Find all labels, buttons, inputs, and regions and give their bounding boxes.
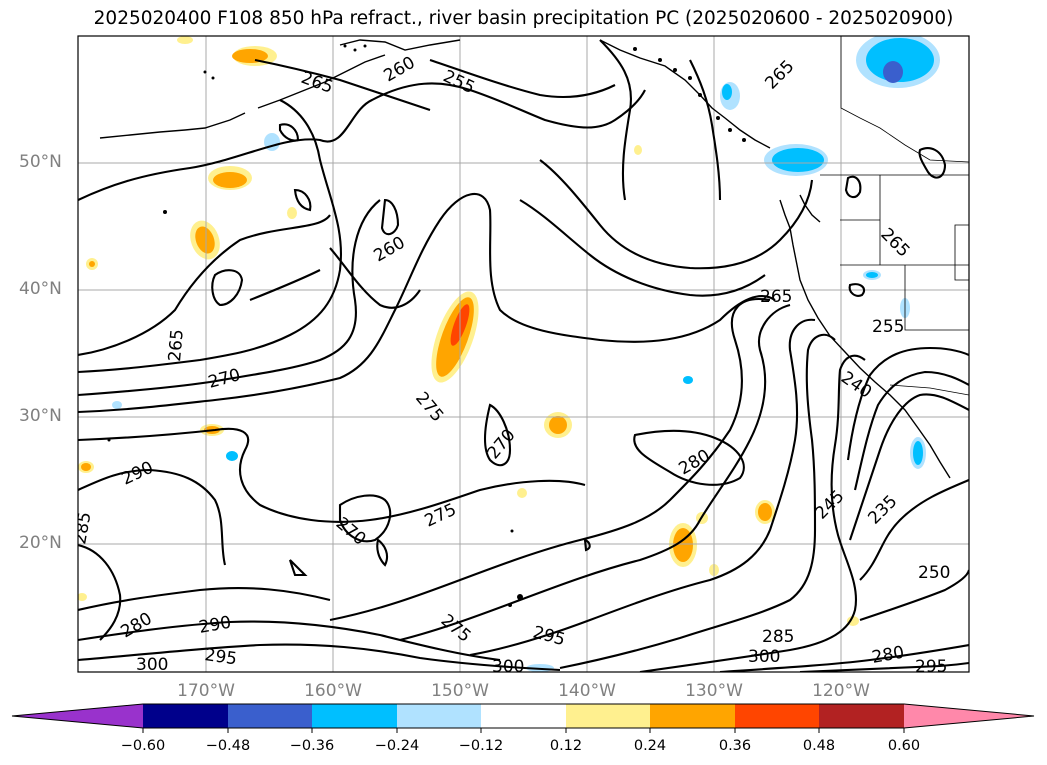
lat-label: 50°N (19, 152, 62, 172)
contour-label: 255 (872, 317, 904, 337)
lon-label: 120°W (812, 681, 870, 701)
contour-label: 300 (748, 647, 780, 667)
lon-label: 150°W (431, 681, 489, 701)
contour-label: 265 (165, 328, 188, 362)
colorbar-segment (566, 704, 650, 728)
colorbar-tick-label: 0.12 (549, 738, 583, 754)
lon-label: 140°W (558, 681, 616, 701)
lon-label: 130°W (685, 681, 743, 701)
lon-label: 160°W (304, 681, 362, 701)
contour-label: 285 (762, 627, 794, 647)
political-borders (820, 36, 969, 396)
contour-label: 285 (70, 510, 95, 545)
precipitation-shading (78, 36, 940, 672)
colorbar-segment (228, 704, 312, 728)
colorbar-segment (481, 704, 566, 728)
colorbar (11, 703, 1035, 733)
contour-label: 295 (915, 657, 947, 677)
islands (107, 44, 746, 607)
map-title: 2025020400 F108 850 hPa refract., river … (93, 8, 954, 29)
colorbar-tick-label: −0.48 (205, 738, 251, 754)
contour-label: 300 (136, 655, 168, 675)
graticule (78, 36, 969, 672)
colorbar-segment (143, 704, 228, 728)
refractivity-contours (78, 39, 969, 672)
colorbar-tick-label: 0.48 (802, 738, 836, 754)
contour-label: 250 (918, 563, 950, 583)
colorbar-tick-label: −0.36 (289, 738, 335, 754)
colorbar-segment (312, 704, 397, 728)
colorbar-segment (650, 704, 735, 728)
colorbar-segment (819, 704, 904, 728)
colorbar-tick-label: −0.12 (458, 738, 504, 754)
colorbar-tick-label: 0.36 (718, 738, 752, 754)
lon-label: 170°W (177, 681, 235, 701)
contour-label: 265 (760, 287, 792, 307)
lat-label: 20°N (19, 533, 62, 553)
colorbar-segment (397, 704, 481, 728)
lat-label: 30°N (19, 406, 62, 426)
colorbar-segment (12, 704, 143, 728)
map-frame (77, 35, 970, 673)
colorbar-segment (735, 704, 819, 728)
colorbar-tick-label: 0.60 (887, 738, 921, 754)
colorbar-tick-label: −0.24 (374, 738, 420, 754)
lat-label: 40°N (19, 279, 62, 299)
negative-anomaly-areas (112, 36, 940, 672)
contour-label: 295 (203, 645, 238, 669)
colorbar-tick-label: −0.60 (120, 738, 166, 754)
colorbar-tick-label: 0.24 (633, 738, 667, 754)
map-panel (78, 36, 969, 672)
positive-anomaly-areas (78, 36, 859, 626)
colorbar-segment (904, 704, 1034, 728)
contour-label: 300 (492, 657, 524, 677)
